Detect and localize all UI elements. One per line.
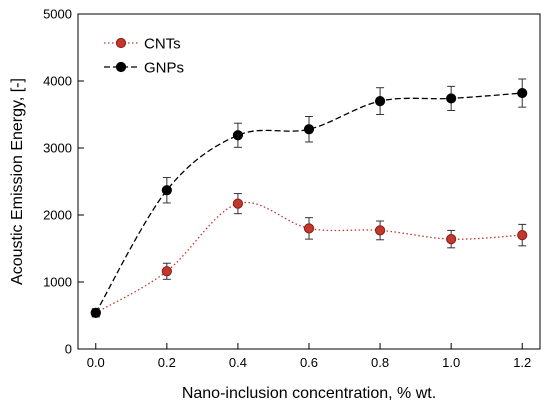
data-point-cnts-4	[374, 225, 386, 236]
data-point-cnts-5	[446, 234, 457, 245]
data-point-gnps-3	[303, 124, 315, 135]
y-axis-label: Acoustic Emission Energy, [-]	[9, 78, 26, 285]
data-point-gnps-4	[374, 96, 386, 107]
data-point-gnps-2	[232, 130, 244, 141]
x-axis-label: Nano-inclusion concentration, % wt.	[182, 385, 436, 402]
data-point-cnts-2	[232, 198, 244, 209]
x-tick-label-6: 1.2	[513, 355, 531, 370]
legend-marker-gnps	[115, 61, 127, 73]
legend-item-cnts: CNTs	[104, 36, 181, 53]
data-point-gnps-1	[161, 185, 172, 196]
y-tick-label-3: 3000	[43, 141, 72, 156]
x-tick-label-3: 0.6	[300, 355, 318, 370]
x-tick-label-4: 0.8	[371, 355, 389, 370]
legend-label-gnps: GNPs	[144, 60, 184, 77]
ticks: 0.0 0.2 0.4 0.6 0.8 1.0 1.2 0 1000 2000 3000 4000 50…	[43, 7, 531, 371]
x-tick-label-1: 0.2	[158, 355, 176, 370]
data-point-cnts-6	[517, 230, 528, 241]
legend-label-cnts: CNTs	[144, 36, 181, 53]
data-point-gnps-5	[446, 93, 457, 104]
y-tick-label-5: 5000	[43, 7, 72, 22]
legend: CNTs GNPs	[104, 36, 184, 77]
y-tick-label-2: 2000	[43, 208, 72, 223]
x-tick-label-5: 1.0	[442, 355, 460, 370]
data-point-cnts-1	[161, 266, 172, 277]
x-tick-label-2: 0.4	[229, 355, 247, 370]
plot-area	[90, 78, 528, 318]
y-tick-label-4: 4000	[43, 74, 72, 89]
x-tick-label-0: 0.0	[87, 355, 105, 370]
legend-item-gnps: GNPs	[104, 60, 184, 77]
data-point-gnps-0	[90, 307, 101, 318]
legend-marker-cnts	[115, 37, 127, 49]
data-point-cnts-3	[303, 223, 315, 234]
y-tick-label-1: 1000	[43, 275, 72, 290]
y-tick-label-0: 0	[65, 342, 72, 357]
data-point-gnps-6	[517, 87, 528, 99]
